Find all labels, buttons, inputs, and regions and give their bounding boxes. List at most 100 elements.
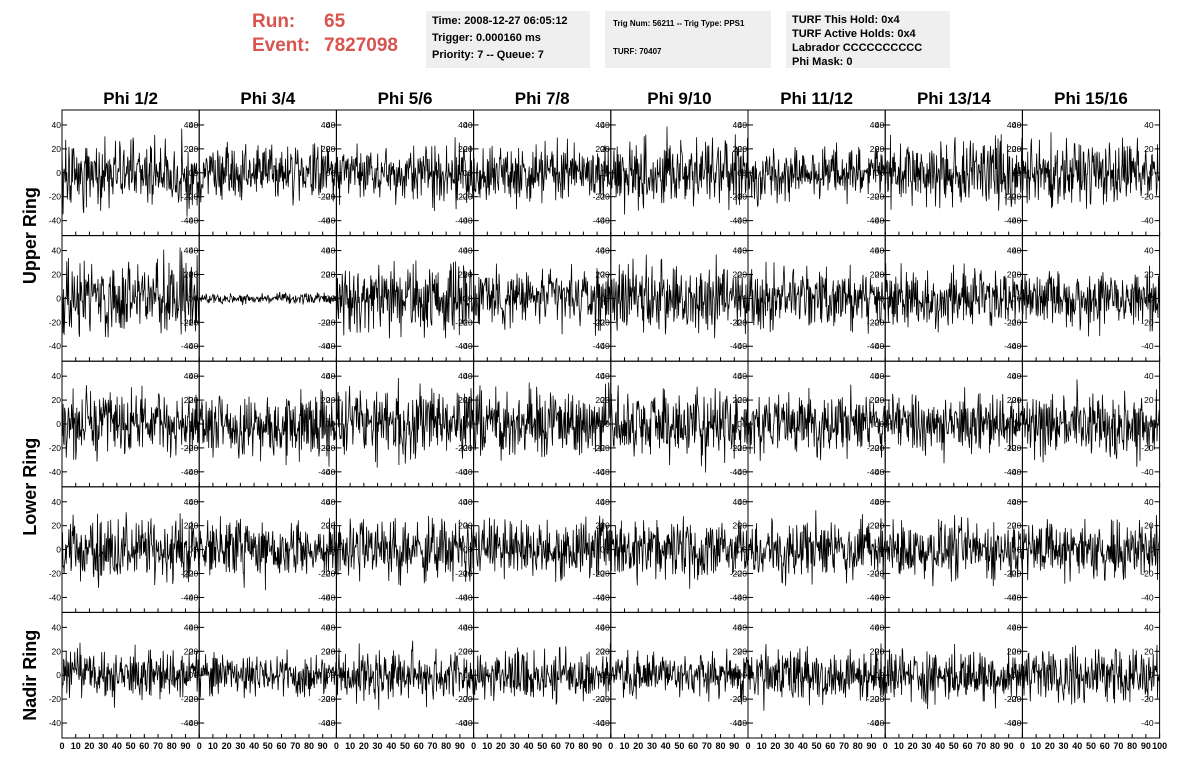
y-tick-label: 40 [595, 120, 605, 130]
x-tick-label: 60 [277, 741, 287, 751]
y-tick-label: -40 [181, 467, 194, 477]
y-tick-label: 20 [875, 521, 885, 531]
y-tick-label: 40 [870, 497, 880, 507]
column-title: Phi 3/4 [240, 89, 295, 108]
y-tick-label: 40 [184, 497, 194, 507]
y-tick-label: 0 [56, 168, 61, 178]
y-tick-label: 40 [463, 622, 473, 632]
y-tick-label: 0 [188, 670, 193, 680]
y-tick-label: -40 [181, 216, 194, 226]
y-tick-label: 40 [189, 371, 199, 381]
x-tick-label: 30 [921, 741, 931, 751]
waveform-trace [1022, 265, 1160, 337]
x-tick-label: 0 [1020, 741, 1025, 751]
x-tick-label: 60 [139, 741, 149, 751]
y-tick-label: -40 [1141, 216, 1154, 226]
y-tick-label: 40 [458, 371, 468, 381]
y-tick-label: -20 [181, 317, 194, 327]
y-tick-label: -40 [460, 216, 473, 226]
y-tick-label: -20 [730, 443, 743, 453]
y-tick-label: 40 [1144, 120, 1154, 130]
waveform-trace [473, 263, 612, 336]
y-tick-label: 40 [1007, 246, 1017, 256]
y-tick-label: -20 [49, 569, 62, 579]
y-tick-label: 0 [193, 419, 198, 429]
y-tick-label: 20 [1144, 395, 1154, 405]
waveform-trace [884, 134, 1023, 211]
column-title: Phi 15/16 [1054, 89, 1128, 108]
y-tick-label: 40 [184, 622, 194, 632]
y-tick-label: 20 [52, 269, 62, 279]
y-tick-label: -20 [318, 317, 331, 327]
panel-frame [747, 486, 886, 613]
y-tick-label: -40 [1141, 592, 1154, 602]
x-tick-label: 70 [839, 741, 849, 751]
waveform-trace [198, 291, 337, 306]
y-tick-label: -20 [867, 192, 880, 202]
trig-text: Trig Num: 56211 -- Trig Type: PPS1 [613, 19, 745, 28]
y-tick-label: -40 [1009, 216, 1022, 226]
x-tick-label: 50 [126, 741, 136, 751]
y-tick-label: 0 [879, 168, 884, 178]
event-value: 7827098 [324, 35, 398, 56]
y-tick-label: -20 [49, 192, 62, 202]
x-tick-label: 20 [496, 741, 506, 751]
y-tick-label: 40 [326, 622, 336, 632]
y-tick-label: 0 [56, 419, 61, 429]
y-tick-label: -40 [735, 216, 748, 226]
y-tick-label: 20 [595, 144, 605, 154]
y-tick-label: 0 [1017, 293, 1022, 303]
x-tick-label: 0 [608, 741, 613, 751]
y-tick-label: 0 [742, 168, 747, 178]
y-tick-label: -40 [460, 341, 473, 351]
y-tick-label: -40 [1004, 592, 1017, 602]
y-tick-label: 40 [875, 120, 885, 130]
y-tick-label: 20 [189, 646, 199, 656]
x-tick-label: 40 [249, 741, 259, 751]
y-tick-label: 0 [1012, 419, 1017, 429]
y-tick-label: 40 [326, 120, 336, 130]
y-tick-label: 0 [737, 545, 742, 555]
y-tick-label: -40 [49, 592, 62, 602]
y-tick-label: 20 [189, 144, 199, 154]
y-tick-label: -40 [730, 216, 743, 226]
y-tick-label: 0 [605, 670, 610, 680]
x-tick-label: 90 [318, 741, 328, 751]
y-tick-label: 40 [321, 246, 331, 256]
x-tick-label: 60 [551, 741, 561, 751]
y-tick-label: -40 [598, 592, 611, 602]
y-tick-label: 0 [742, 670, 747, 680]
y-tick-label: -20 [872, 694, 885, 704]
waveform-trace [336, 377, 474, 468]
y-tick-label: 20 [733, 646, 743, 656]
y-tick-label: -20 [1009, 569, 1022, 579]
x-tick-label: 70 [976, 741, 986, 751]
y-tick-label: -40 [867, 467, 880, 477]
x-tick-label: 10 [71, 741, 81, 751]
waveform-trace [747, 142, 886, 208]
x-tick-label: 40 [798, 741, 808, 751]
y-tick-label: 0 [874, 670, 879, 680]
y-tick-label: 0 [468, 168, 473, 178]
y-tick-label: 20 [463, 646, 473, 656]
y-tick-label: -20 [323, 569, 336, 579]
waveform-trace [61, 247, 200, 338]
y-tick-label: 0 [874, 545, 879, 555]
x-tick-label: 80 [990, 741, 1000, 751]
y-tick-label: 40 [326, 246, 336, 256]
waveform-trace [747, 510, 886, 586]
x-tick-label: 20 [1045, 741, 1055, 751]
x-tick-label: 10 [1031, 741, 1041, 751]
y-tick-label: -40 [181, 592, 194, 602]
y-tick-label: -20 [186, 443, 199, 453]
y-tick-label: 40 [189, 497, 199, 507]
y-tick-label: -40 [455, 216, 468, 226]
y-tick-label: -20 [598, 192, 611, 202]
y-tick-label: 20 [52, 646, 62, 656]
y-tick-label: -20 [1009, 317, 1022, 327]
y-tick-label: 40 [321, 497, 331, 507]
column-title: Phi 1/2 [103, 89, 158, 108]
y-tick-label: -20 [181, 694, 194, 704]
column-title: Phi 9/10 [647, 89, 711, 108]
y-tick-label: -20 [1141, 569, 1154, 579]
